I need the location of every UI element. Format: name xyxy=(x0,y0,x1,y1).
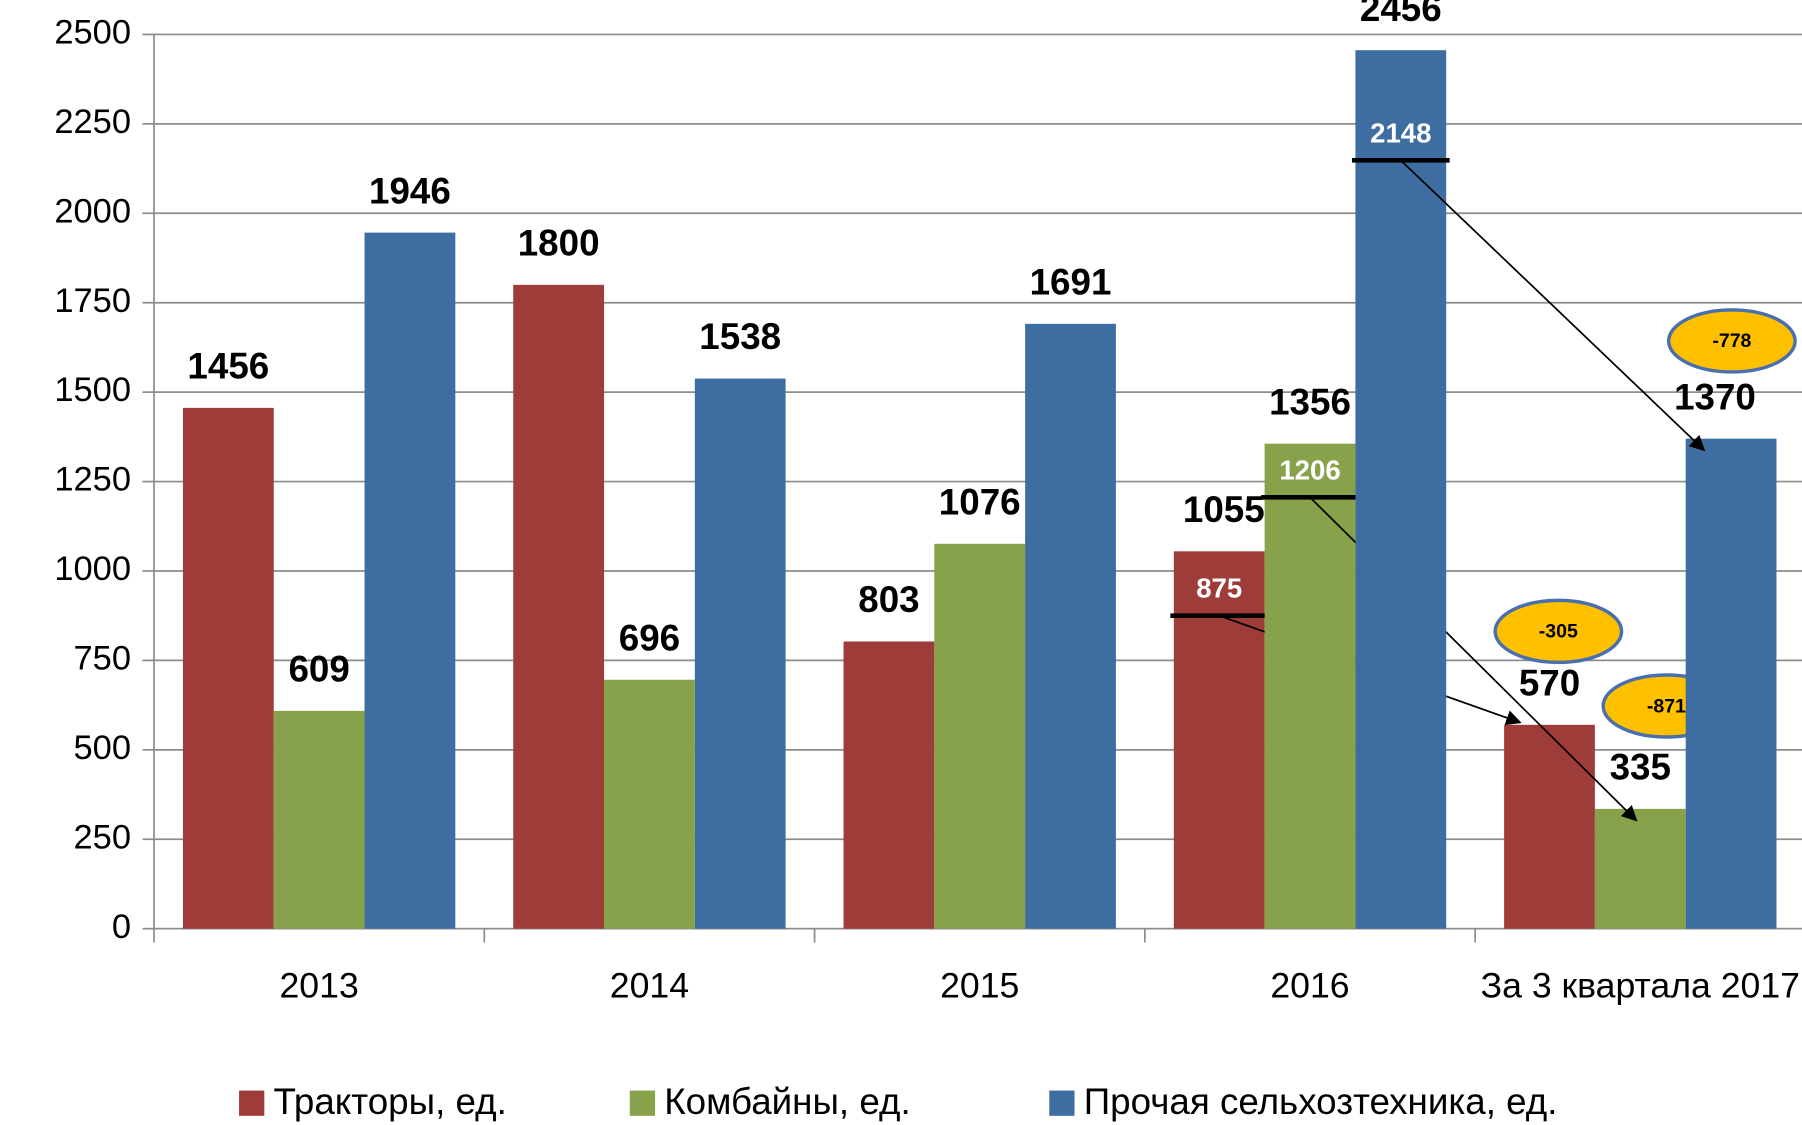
x-label-box: 2013 xyxy=(279,965,359,1006)
bar xyxy=(1264,443,1356,929)
x-tick-label: 2014 xyxy=(609,965,690,1006)
value-label: 1055 xyxy=(1183,489,1265,530)
bar xyxy=(694,378,786,929)
bar xyxy=(1355,50,1447,929)
arrow xyxy=(1400,159,1706,452)
bar xyxy=(1504,724,1595,929)
y-tick-label: 500 xyxy=(74,729,132,767)
x-tick-label: 2016 xyxy=(1270,965,1350,1006)
bar xyxy=(364,232,456,929)
legend-label: Тракторы, ед. xyxy=(274,1081,507,1122)
bar xyxy=(604,679,695,929)
y-tick-label: 2000 xyxy=(54,192,131,230)
value-label: 696 xyxy=(619,617,680,658)
legend-swatch xyxy=(239,1090,265,1116)
y-tick-label: 2500 xyxy=(54,14,131,52)
value-label: 1691 xyxy=(1030,262,1112,303)
value-label: 570 xyxy=(1519,662,1580,703)
y-tick-label: 1500 xyxy=(54,371,131,409)
value-label: 1946 xyxy=(369,170,451,211)
bar xyxy=(182,407,274,929)
value-label: 1370 xyxy=(1674,376,1756,417)
y-tick-label: 1750 xyxy=(54,282,131,320)
value-label: 1456 xyxy=(187,346,269,387)
legend-swatch xyxy=(1049,1090,1075,1116)
y-tick-label: 250 xyxy=(74,818,132,856)
value-label: 1076 xyxy=(939,481,1021,522)
bar xyxy=(1594,808,1686,929)
bar xyxy=(843,641,935,929)
x-tick-label: 2015 xyxy=(940,965,1020,1006)
change-label: -871 xyxy=(1647,695,1686,717)
y-tick-label: 1000 xyxy=(54,550,131,588)
bar xyxy=(1173,551,1265,929)
y-tick-label: 2250 xyxy=(54,103,131,141)
x-label-box: 2016 xyxy=(1270,965,1350,1006)
change-badge xyxy=(1666,308,1797,374)
legend-label: Комбайны, ед. xyxy=(664,1081,910,1122)
marker-label: 2148 xyxy=(1370,117,1431,148)
x-tick-label: 2013 xyxy=(279,965,359,1006)
value-label: 335 xyxy=(1610,747,1671,788)
x-label-box: За 3 квартала 2017 xyxy=(1480,965,1800,1006)
x-label-box: 2015 xyxy=(940,965,1020,1006)
x-tick-label: За 3 квартала 2017 xyxy=(1480,965,1800,1006)
bar xyxy=(273,710,365,929)
x-label-box: 2014 xyxy=(609,965,690,1006)
change-label: -305 xyxy=(1539,621,1578,643)
value-label: 1800 xyxy=(518,223,600,264)
y-tick-label: 1250 xyxy=(54,461,131,499)
value-label: 1538 xyxy=(699,316,781,357)
value-label: 2456 xyxy=(1360,0,1442,29)
y-tick-label: 0 xyxy=(112,908,131,946)
marker-label: 875 xyxy=(1196,573,1242,604)
y-tick-label: 750 xyxy=(74,640,132,678)
bar xyxy=(513,284,605,929)
value-label: 1356 xyxy=(1269,381,1351,422)
change-badge xyxy=(1493,598,1624,665)
value-label: 609 xyxy=(288,649,349,690)
legend-label: Прочая сельхозтехника, ед. xyxy=(1084,1081,1558,1122)
bar xyxy=(1685,438,1777,929)
legend-swatch xyxy=(629,1090,656,1116)
change-label: -778 xyxy=(1712,330,1751,352)
value-label: 803 xyxy=(858,579,919,620)
bar xyxy=(1025,323,1116,929)
marker-label: 1206 xyxy=(1279,454,1340,485)
bar xyxy=(934,543,1026,929)
